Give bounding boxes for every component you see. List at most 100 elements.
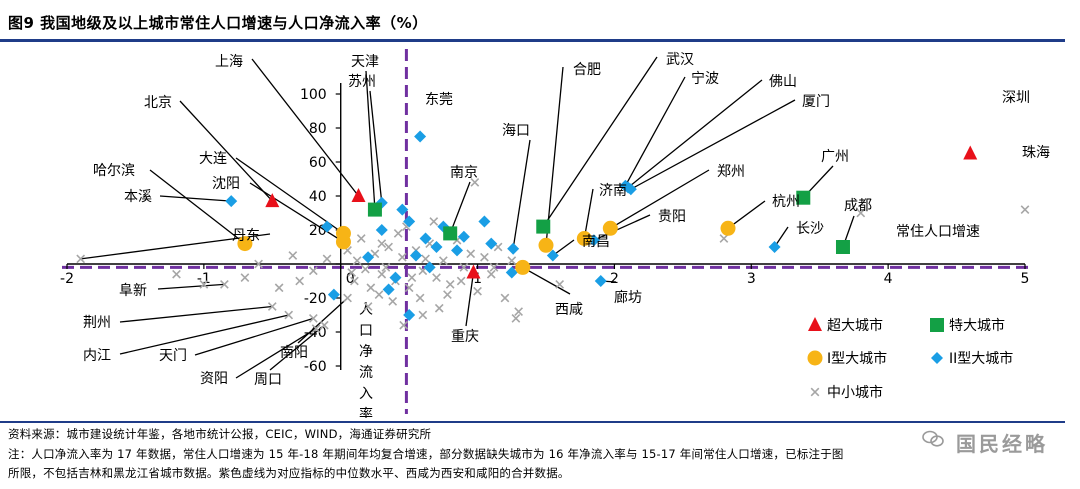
point-diamond (362, 251, 375, 264)
point-diamond (403, 309, 416, 321)
point-x-labeled (76, 254, 86, 264)
legend-label: II型大城市 (949, 350, 1013, 367)
point-diamond (485, 237, 498, 250)
point-diamond-labeled (414, 130, 427, 143)
point-x (438, 256, 448, 265)
point-x (393, 229, 403, 238)
annotation-leader (624, 76, 686, 187)
point-x (486, 269, 496, 279)
note-line-1: 注：人口净流入率为 17 年数据，常住人口增速为 15 年-18 年期间年均复合… (8, 447, 844, 461)
point-x (434, 303, 444, 313)
point-circle-labeled (515, 259, 531, 275)
annotation-leader (235, 328, 317, 379)
point-diamond (375, 224, 388, 236)
point-x (240, 273, 250, 282)
point-circle-labeled (720, 220, 736, 236)
point-x (172, 269, 181, 279)
annotation-label: 宁波 (691, 70, 719, 87)
point-x-labeled (311, 324, 321, 333)
y-axis-title-char: 净 (359, 344, 373, 360)
y-axis-title: 人口净流入率 (359, 302, 373, 418)
source-note: 资料来源：城市建设统计年鉴，各地市统计公报，CEIC，WIND，海通证券研究所 (8, 427, 432, 441)
annotation-label: 合肥 (573, 62, 601, 78)
point-square-labeled (796, 190, 811, 205)
annotation-label: 沈阳 (212, 176, 240, 192)
y-axis-title-char: 率 (359, 406, 373, 418)
footer-divider (0, 421, 1065, 423)
y-axis-title-char: 流 (359, 365, 373, 381)
point-x (199, 280, 209, 289)
legend-marker-triangle (808, 317, 822, 331)
annotation-label: 廊坊 (614, 289, 642, 306)
point-diamond-labeled (507, 242, 520, 255)
annotation-leader (369, 90, 383, 203)
annotation-label: 杭州 (772, 194, 800, 210)
point-x (360, 264, 370, 274)
annotation-leader (593, 214, 651, 241)
legend-label: 特大城市 (949, 317, 1005, 334)
point-triangle-labeled (351, 188, 366, 202)
point-diamond-labeled (768, 241, 781, 253)
point-x (308, 266, 318, 276)
point-triangle-labeled (265, 193, 280, 208)
point-triangle-labeled (466, 264, 481, 279)
point-diamond (327, 288, 340, 301)
annotation-label: 荆州 (83, 315, 111, 331)
point-x (377, 239, 387, 248)
annotation-leader (157, 283, 225, 290)
point-x (470, 178, 480, 187)
annotation-label: 南阳 (280, 345, 308, 361)
wechat-icon (922, 430, 944, 447)
annotation-label: 济南 (599, 183, 627, 199)
annotation-label: 阜新 (119, 282, 147, 299)
y-axis-title-char: 入 (359, 386, 373, 402)
annotation-label: 北京 (144, 95, 172, 111)
annotation-label: 武汉 (666, 52, 694, 68)
point-x (500, 293, 510, 303)
point-x (381, 263, 391, 272)
annotation-label: 广州 (821, 149, 849, 165)
annotation-label: 哈尔滨 (93, 163, 135, 179)
legend-label: I型大城市 (827, 350, 887, 367)
legend-marker-x (810, 387, 820, 397)
annotation-leader (179, 100, 273, 202)
point-diamond (321, 220, 334, 233)
point-x (511, 314, 521, 323)
annotation-label: 重庆 (451, 329, 479, 345)
x-tick-label: -1 (197, 271, 211, 287)
annotation-label: 大连 (199, 151, 227, 167)
note-line-2: 所限，不包括吉林和黑龙江省城市数据。紫色虚线为对应指标的中位数水平、西咸为西安和… (8, 466, 570, 480)
point-circle-labeled (237, 236, 253, 252)
point-diamond (430, 241, 443, 253)
point-x (295, 276, 305, 286)
legend-label: 超大城市 (827, 317, 883, 334)
point-x (555, 280, 565, 289)
point-diamond (423, 261, 436, 274)
annotation-leader (119, 305, 273, 323)
point-diamond (403, 215, 416, 228)
annotation-leader (365, 70, 376, 210)
point-x (456, 276, 466, 286)
point-x (856, 208, 866, 218)
point-x (388, 297, 398, 306)
annotation-label: 周口 (254, 372, 282, 388)
y-tick-label: 80 (309, 121, 327, 137)
point-x (445, 280, 455, 289)
legend-marker-circle (807, 350, 823, 366)
point-x-labeled (308, 314, 318, 323)
x-tick-label: 1 (473, 271, 482, 287)
annotation-label: 佛山 (769, 74, 797, 90)
legend-item: I型大城市 (807, 350, 887, 367)
point-x-labeled (267, 302, 277, 311)
annotation-label: 成都 (844, 198, 872, 214)
point-diamond-labeled (624, 183, 637, 196)
legend-marker-square (930, 318, 944, 332)
annotation-leader (545, 66, 564, 246)
point-x (421, 254, 430, 264)
point-diamond (409, 249, 422, 262)
point-diamond (505, 266, 518, 279)
point-diamond (457, 230, 470, 243)
annotation-label: 资阳 (200, 371, 228, 387)
point-square-labeled (367, 202, 382, 217)
point-diamond-labeled (225, 195, 238, 208)
